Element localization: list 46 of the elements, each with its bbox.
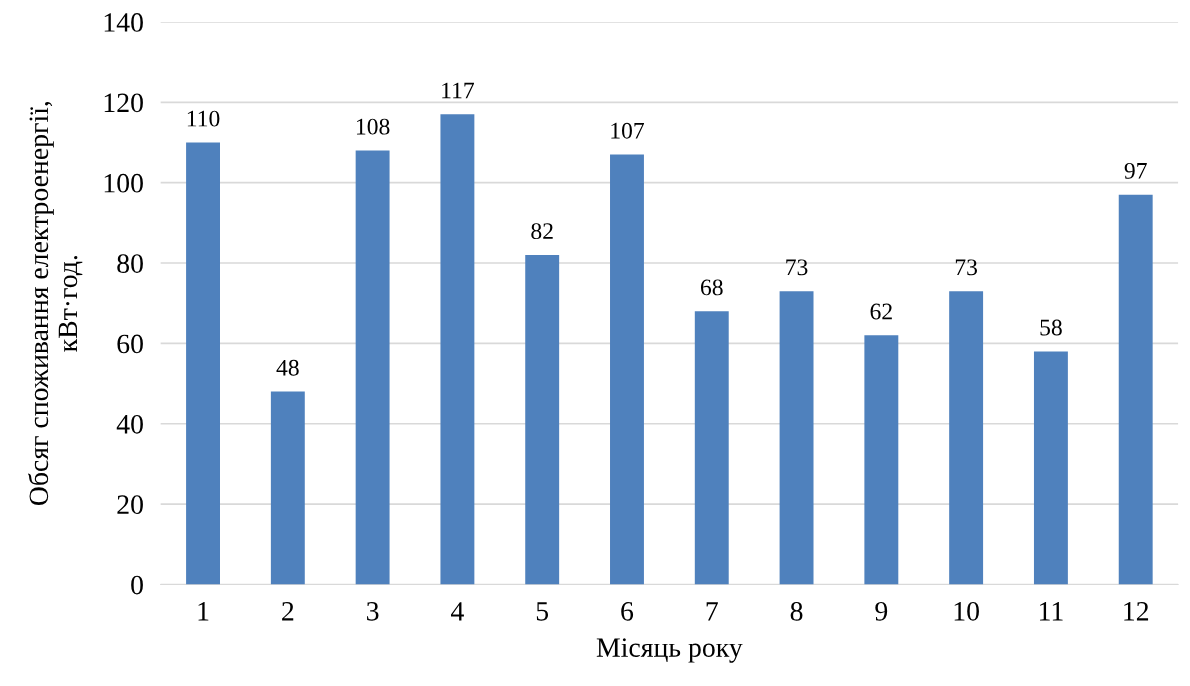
x-tick-label: 8 (790, 601, 803, 621)
bar (694, 311, 729, 585)
x-tick-label: 9 (875, 602, 888, 621)
y-tick-label: 100 (104, 173, 143, 193)
y-axis-title: Обсяг споживання електроенергії, кВт·год. (28, 101, 83, 506)
bar (1118, 194, 1153, 585)
data-label: 107 (611, 122, 645, 139)
y-tick-label: 120 (104, 93, 143, 113)
x-tick-label: 1 (198, 602, 209, 621)
bar (779, 291, 814, 585)
data-label: 62 (870, 303, 892, 320)
x-tick-label: 10 (954, 601, 979, 621)
bar (440, 114, 475, 585)
data-label: 110 (187, 110, 220, 127)
x-tick-label: 5 (536, 602, 549, 621)
data-label: 68 (700, 279, 723, 296)
bar (186, 142, 220, 585)
data-label: 97 (1124, 162, 1147, 179)
y-tick-label: 140 (104, 13, 143, 32)
x-tick-label: 3 (367, 602, 379, 621)
y-tick-label: 0 (131, 575, 143, 595)
x-tick-label: 2 (282, 602, 294, 621)
bar (270, 391, 305, 585)
data-label: 73 (786, 259, 808, 276)
data-label: 108 (356, 118, 390, 135)
data-label: 73 (955, 259, 978, 276)
y-tick-label: 60 (117, 334, 143, 354)
bar (864, 335, 899, 585)
y-tick-label: 40 (116, 414, 143, 434)
data-label: 82 (531, 223, 553, 240)
x-tick-label: 6 (621, 602, 634, 621)
y-tick-label: 80 (117, 254, 143, 273)
x-tick-label: 4 (451, 602, 464, 621)
data-label: 58 (1040, 319, 1062, 336)
x-tick-label: 12 (1124, 602, 1149, 621)
data-label: 117 (442, 82, 474, 99)
x-tick-label: 7 (706, 602, 718, 621)
data-label: 48 (276, 359, 299, 376)
bar (1033, 351, 1068, 585)
bar (355, 150, 390, 585)
bar (610, 154, 644, 585)
bar (525, 255, 560, 585)
bar (949, 291, 984, 585)
x-tick-label: 11 (1039, 602, 1063, 621)
y-tick-label: 20 (117, 495, 143, 515)
x-axis-title: Місяць року (596, 638, 743, 663)
